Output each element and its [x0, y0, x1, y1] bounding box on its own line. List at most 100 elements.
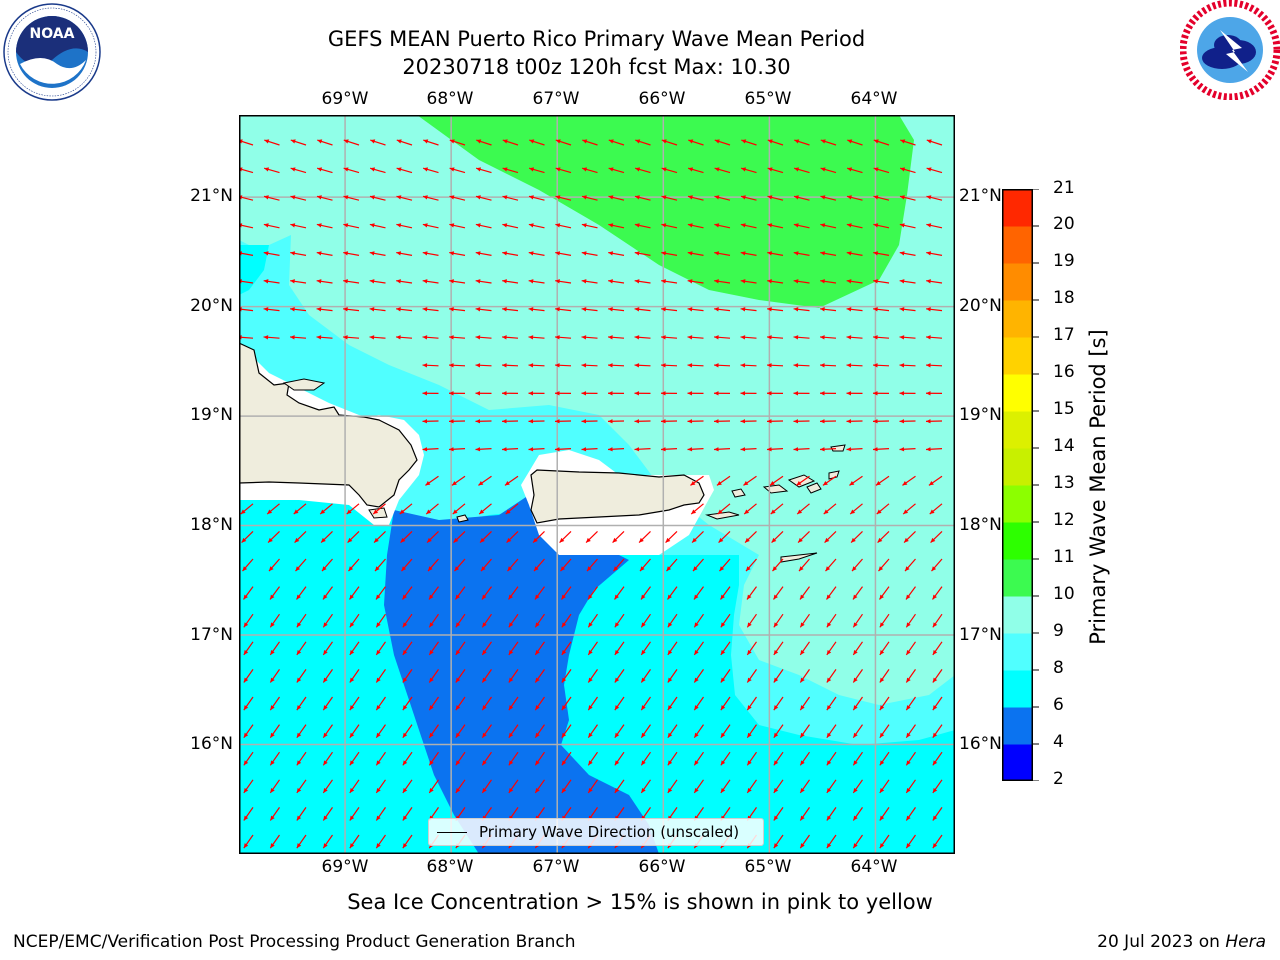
wave-direction-arrow: [369, 251, 386, 256]
wave-direction-arrow: [316, 279, 333, 284]
wave-direction-arrow: [873, 195, 890, 201]
wave-direction-arrow: [879, 834, 890, 849]
wave-direction-arrow: [347, 530, 360, 544]
wave-direction-arrow: [528, 279, 545, 284]
wave-direction-arrow: [667, 641, 678, 656]
wave-direction-arrow: [640, 724, 651, 739]
wave-direction-arrow: [528, 195, 545, 201]
wave-direction-arrow: [634, 335, 651, 340]
wave-direction-arrow: [852, 669, 863, 683]
wave-direction-arrow: [713, 363, 731, 368]
wave-direction-arrow: [587, 586, 598, 600]
wave-direction-arrow: [773, 751, 784, 766]
wave-direction-arrow: [769, 475, 784, 486]
wave-direction-arrow: [263, 195, 280, 201]
wave-direction-arrow: [687, 335, 704, 340]
wave-direction-arrow: [932, 724, 943, 739]
wave-direction-arrow: [555, 167, 572, 174]
wave-direction-arrow: [820, 223, 837, 229]
wave-direction-arrow: [720, 613, 731, 628]
lon-label: 67°W: [532, 89, 580, 109]
wave-direction-arrow: [501, 447, 519, 452]
wave-direction-arrow: [402, 779, 413, 794]
wave-direction-arrow: [581, 251, 598, 256]
wave-direction-arrow: [264, 139, 280, 146]
footer-date-text: 20 Jul 2023 on: [1097, 932, 1226, 952]
wave-direction-arrow: [746, 751, 757, 766]
wave-direction-arrow: [687, 307, 704, 312]
wave-direction-arrow: [369, 279, 386, 284]
wave-direction-arrow: [448, 419, 466, 424]
wave-direction-arrow: [634, 251, 651, 256]
colorbar-tick: 12: [1053, 510, 1075, 530]
wave-direction-arrow: [773, 724, 784, 739]
wave-direction-arrow: [713, 391, 731, 396]
wave-direction-arrow: [581, 167, 598, 174]
wave-direction-arrow: [767, 223, 784, 229]
wave-direction-arrow: [820, 279, 837, 284]
wave-direction-arrow: [846, 391, 863, 396]
wave-direction-arrow: [796, 503, 810, 515]
colorbar-segment: [1002, 670, 1032, 708]
wave-direction-arrow: [422, 251, 439, 256]
lat-label: 17°N: [190, 625, 233, 645]
wave-direction-arrow: [773, 807, 784, 821]
wave-direction-arrow: [607, 391, 625, 396]
colorbar-tick: 21: [1053, 178, 1075, 198]
wave-direction-arrow: [316, 195, 333, 201]
wave-direction-arrow: [693, 669, 704, 683]
chart-title: GEFS MEAN Puerto Rico Primary Wave Mean …: [327, 27, 866, 51]
wave-direction-arrow: [290, 223, 307, 229]
wave-direction-arrow: [423, 139, 439, 146]
wave-direction-arrow: [316, 167, 333, 174]
wave-direction-arrow: [343, 279, 360, 284]
wave-direction-arrow: [824, 530, 837, 544]
wave-direction-arrow: [926, 139, 943, 146]
wave-direction-arrow: [478, 475, 492, 486]
lat-label: 18°N: [190, 515, 233, 535]
wave-direction-arrow: [587, 696, 598, 711]
wave-direction-arrow: [561, 751, 572, 766]
wave-direction-arrow: [905, 751, 916, 766]
wave-direction-arrow: [714, 139, 731, 146]
wave-direction-arrow: [767, 167, 784, 174]
wave-direction-arrow: [746, 696, 757, 711]
wave-direction-arrow: [850, 530, 863, 544]
wave-direction-arrow: [693, 751, 704, 766]
wave-direction-arrow: [322, 779, 333, 794]
wave-direction-arrow: [478, 503, 492, 515]
wave-direction-arrow: [926, 307, 943, 312]
wave-direction-arrow: [720, 669, 731, 683]
wave-direction-arrow: [502, 251, 519, 256]
wave-direction-arrow: [587, 724, 598, 739]
wave-direction-arrow: [879, 641, 890, 656]
wave-direction-arrow: [608, 335, 625, 340]
wave-direction-arrow: [396, 279, 413, 284]
wave-direction-arrow: [320, 530, 333, 544]
wave-direction-arrow: [877, 530, 890, 544]
wave-direction-arrow: [263, 279, 280, 284]
wave-direction-arrow: [899, 223, 916, 229]
wave-direction-arrow: [587, 641, 598, 656]
colorbar-label: Primary Wave Mean Period [s]: [1086, 329, 1110, 645]
wave-direction-arrow: [905, 724, 916, 739]
wave-direction-arrow: [851, 558, 863, 572]
wave-direction-arrow: [402, 696, 413, 711]
colorbar-segment: [1002, 263, 1032, 301]
wave-direction-arrow: [290, 307, 307, 312]
wave-direction-arrow: [766, 363, 784, 368]
wave-direction-arrow: [771, 530, 784, 544]
wave-direction-arrow: [322, 613, 333, 628]
colorbar-segment: [1002, 411, 1032, 449]
wave-direction-arrow: [534, 669, 545, 683]
wave-direction-arrow: [740, 307, 757, 312]
wave-direction-arrow: [767, 195, 784, 201]
wave-direction-arrow: [714, 167, 731, 174]
wave-direction-arrow: [852, 751, 863, 766]
wave-direction-arrow: [534, 779, 545, 794]
wave-direction-arrow: [613, 558, 625, 572]
wave-direction-arrow: [373, 530, 386, 544]
wave-direction-arrow: [343, 223, 360, 229]
wave-direction-arrow: [290, 279, 307, 284]
wave-direction-arrow: [879, 669, 890, 683]
